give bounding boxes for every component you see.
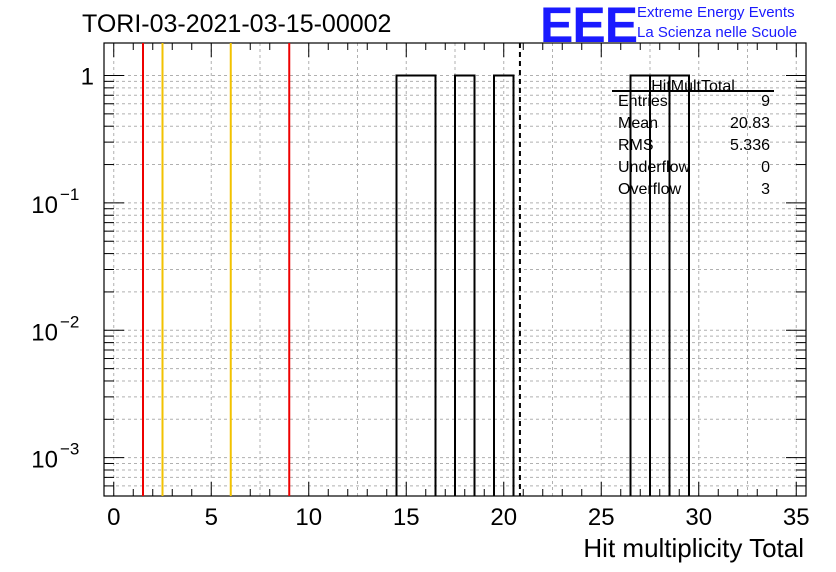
- stats-label: Mean: [618, 115, 659, 132]
- stats-value: 0: [761, 159, 770, 176]
- logo-subtitle-line1: Extreme Energy Events: [637, 4, 795, 21]
- x-tick-label: 20: [490, 504, 517, 531]
- stats-row-mean: Mean 20.83: [618, 115, 770, 137]
- histogram-bin: [668, 74, 690, 496]
- stats-divider: [612, 90, 774, 92]
- logo-subtitle-line2: La Scienza nelle Scuole: [637, 24, 798, 41]
- y-tick-label: 10: [31, 192, 58, 219]
- stats-value: 9: [761, 93, 770, 110]
- y-tick-exponent: −2: [60, 312, 79, 331]
- stats-label: RMS: [618, 137, 654, 154]
- stats-row-underflow: Underflow 0: [618, 159, 770, 181]
- x-tick-label: 10: [295, 504, 322, 531]
- y-tick-label: 10: [31, 319, 58, 346]
- x-tick-label: 15: [393, 504, 420, 531]
- chart-title: TORI-03-2021-03-15-00002: [82, 10, 392, 38]
- eee-logo: EEE: [540, 0, 638, 53]
- x-axis-label: Hit multiplicity Total: [583, 533, 804, 563]
- histogram-bin: [454, 74, 476, 496]
- histogram-bin: [395, 74, 437, 496]
- stats-label: Entries: [618, 93, 668, 110]
- stats-row-entries: Entries 9: [618, 93, 770, 115]
- stats-value: 5.336: [729, 137, 770, 154]
- histogram-bin: [493, 74, 515, 496]
- x-tick-label: 0: [107, 504, 120, 531]
- stats-value: 20.83: [729, 115, 770, 132]
- x-tick-label: 25: [588, 504, 615, 531]
- y-tick-label: 1: [81, 64, 94, 91]
- y-tick-label: 10: [31, 447, 58, 474]
- x-tick-label: 30: [685, 504, 712, 531]
- y-tick-exponent: −1: [60, 185, 79, 204]
- y-tick-exponent: −3: [60, 440, 79, 459]
- stats-value: 3: [761, 181, 770, 198]
- stats-box: HitMultTotal Entries 9 Mean 20.83 RMS 5.…: [612, 78, 774, 205]
- stats-row-overflow: Overflow 3: [618, 181, 770, 203]
- stats-label: Underflow: [618, 159, 691, 176]
- stats-row-rms: RMS 5.336: [618, 137, 770, 159]
- stats-label: Overflow: [618, 181, 682, 198]
- x-tick-label: 35: [783, 504, 810, 531]
- x-tick-label: 5: [205, 504, 218, 531]
